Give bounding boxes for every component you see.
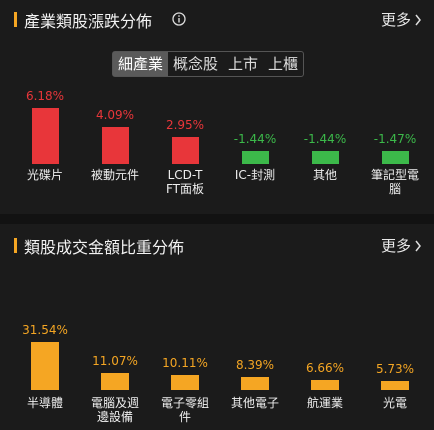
title-accent	[14, 12, 17, 27]
value-label: 6.66%	[305, 360, 345, 375]
chevron[interactable]	[414, 240, 422, 252]
category-label: 被動元件	[90, 168, 139, 182]
title-accent	[14, 238, 17, 253]
value-label: -1.47%	[373, 131, 417, 146]
value-label: -1.44%	[233, 131, 277, 146]
more-link[interactable]: 更多	[381, 235, 422, 256]
value-label: 31.54%	[22, 323, 68, 337]
value-label: 5.73%	[375, 362, 415, 377]
bar	[31, 108, 59, 164]
category-label: 筆記型電腦	[370, 168, 419, 196]
section-title: 產業類股漲跌分佈	[24, 12, 153, 31]
tab[interactable]: 概念股	[173, 55, 219, 73]
category-label: IC-封測	[234, 168, 276, 182]
bar	[101, 373, 129, 390]
category-label: 光碟片	[26, 168, 63, 182]
more-text[interactable]: 更多	[380, 11, 411, 29]
bar	[311, 150, 339, 164]
tab[interactable]: 上櫃	[268, 55, 299, 73]
bar	[31, 342, 59, 390]
info-icon[interactable]	[172, 12, 186, 26]
bar	[311, 379, 339, 390]
category-label: 光電	[382, 396, 407, 410]
bar	[241, 150, 269, 164]
bar	[101, 126, 129, 164]
bar	[381, 150, 409, 164]
section-title: 類股成交金額比重分佈	[24, 238, 185, 257]
value-label: 6.18%	[25, 89, 65, 103]
bar	[381, 381, 409, 390]
value-label: 2.95%	[165, 118, 205, 133]
category-label: 其他	[312, 168, 337, 182]
tab-bar: 細產業 概念股 上市 上櫃	[112, 51, 305, 77]
chevron[interactable]	[414, 14, 422, 26]
value-label: 4.09%	[95, 107, 135, 122]
tab[interactable]: 細產業	[113, 52, 169, 76]
category-label: 電腦及週邊設備	[90, 396, 139, 424]
bar	[171, 374, 199, 390]
value-label: 8.39%	[235, 358, 275, 373]
bar	[171, 137, 199, 164]
separator	[0, 214, 434, 224]
category-label: 電子零組件	[160, 396, 209, 424]
category-label: 其他電子	[230, 396, 279, 410]
panel: 產業類股漲跌分佈 更多細產業 概念股 上市 上櫃 6.18% 光碟片 4.09% 被動元件 2.9…	[0, 0, 434, 214]
more-link[interactable]: 更多	[381, 9, 422, 30]
value-label: -1.44%	[303, 131, 347, 146]
panel: 類股成交金額比重分佈 更多 31.54% 半導體 11.07% 電腦及週邊設備 10.11%…	[0, 224, 434, 430]
category-label: 航運業	[306, 396, 343, 410]
category-label: LCD-TFT面板	[165, 168, 205, 196]
value-label: 10.11%	[162, 355, 208, 370]
more-text[interactable]: 更多	[380, 237, 411, 255]
category-label: 半導體	[26, 396, 63, 410]
tab[interactable]: 上市	[228, 55, 259, 73]
value-label: 11.07%	[92, 354, 138, 369]
bar	[241, 377, 269, 390]
